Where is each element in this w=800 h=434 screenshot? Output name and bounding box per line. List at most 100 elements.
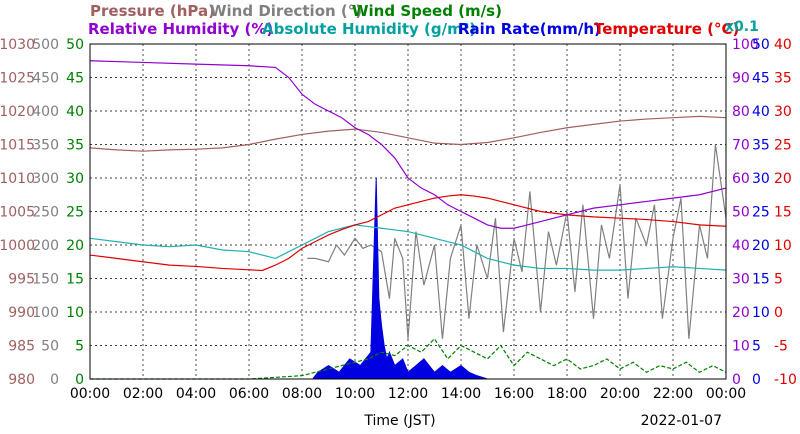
series-rain-rate-mm-h — [90, 177, 726, 380]
series-layer — [89, 60, 727, 380]
x-tick-label: 12:00 — [388, 386, 428, 402]
y-tick-label-wind-dir: 0 — [50, 372, 59, 388]
x-tick-label: 16:00 — [494, 386, 534, 402]
y-tick-label-wind-speed: 20 — [66, 238, 84, 254]
series-absolute-humidity-g-m — [89, 224, 727, 271]
x-tick-label: 18:00 — [547, 386, 587, 402]
y-tick-label-wind-speed: 35 — [66, 138, 84, 154]
grid — [90, 44, 726, 379]
y-tick-label-wind-speed: 40 — [66, 104, 84, 120]
y-tick-label-pressure: 1020 — [0, 104, 35, 120]
y-tick-label-temperature: 5 — [774, 272, 783, 288]
x-tick-label: 08:00 — [282, 386, 322, 402]
legend-rain-rate: Rain Rate(mm/h) — [458, 20, 601, 38]
x-tick-label: 20:00 — [600, 386, 640, 402]
y-tick-label-wind-dir: 100 — [32, 305, 59, 321]
y-tick-label-wind-dir: 500 — [32, 37, 59, 53]
plot-frame — [89, 43, 727, 380]
x-tick-label: 14:00 — [441, 386, 481, 402]
y-tick-label-pressure: 1000 — [0, 238, 35, 254]
y-tick-label-rel-hum: 100 — [732, 37, 759, 53]
series-temperature-c — [89, 194, 727, 272]
y-tick-label-wind-dir: 400 — [32, 104, 59, 120]
legend-wind-speed: Wind Speed (m/s) — [352, 2, 502, 20]
y-tick-label-rel-hum: 50 — [732, 205, 750, 221]
x-tick-label: 00:00 — [706, 386, 746, 402]
y-tick-label-pressure: 995 — [8, 272, 35, 288]
y-tick-label-temperature: 10 — [774, 238, 792, 254]
y-tick-label-wind-speed: 30 — [66, 171, 84, 187]
y-tick-label-pressure: 1010 — [0, 171, 35, 187]
y-tick-label-temperature: 35 — [774, 71, 792, 87]
y-tick-label-rain-rate: 35 — [752, 138, 770, 154]
y-tick-label-rel-hum: 10 — [732, 339, 750, 355]
y-tick-label-rain-rate: 10 — [752, 305, 770, 321]
y-tick-label-rel-hum: 60 — [732, 171, 750, 187]
series-pressure-hpa — [89, 115, 727, 152]
y-tick-label-pressure: 1015 — [0, 138, 35, 154]
y-tick-label-wind-speed: 45 — [66, 71, 84, 87]
y-tick-label-wind-dir: 250 — [32, 205, 59, 221]
x-tick-label: 00:00 — [70, 386, 110, 402]
y-tick-label-wind-speed: 50 — [66, 37, 84, 53]
y-tick-label-temperature: 20 — [774, 171, 792, 187]
series-wind-speed-m-s — [90, 337, 727, 380]
series-relative-humidity — [89, 60, 727, 229]
legend-absolute-humidity: Absolute Humidity (g/m³) — [262, 20, 476, 38]
y-tick-label-rel-hum: 80 — [732, 104, 750, 120]
y-tick-label-wind-dir: 50 — [41, 339, 59, 355]
x-tick-label: 06:00 — [229, 386, 269, 402]
y-tick-label-wind-speed: 25 — [66, 205, 84, 221]
y-tick-label-wind-speed: 10 — [66, 305, 84, 321]
y-tick-label-pressure: 1005 — [0, 205, 35, 221]
y-tick-label-wind-dir: 450 — [32, 71, 59, 87]
y-tick-label-wind-speed: 0 — [75, 372, 84, 388]
y-tick-label-rel-hum: 40 — [732, 238, 750, 254]
y-tick-label-wind-speed: 15 — [66, 272, 84, 288]
x-tick-label: 22:00 — [653, 386, 693, 402]
y-tick-label-pressure: 1025 — [0, 71, 35, 87]
x-axis-label: Time (JST) — [363, 413, 435, 429]
y-tick-label-rel-hum: 30 — [732, 272, 750, 288]
y-tick-label-temperature: 0 — [774, 305, 783, 321]
y-tick-label-rain-rate: 50 — [752, 37, 770, 53]
chart-date: 2022-01-07 — [641, 413, 722, 429]
y-tick-label-temperature: 40 — [774, 37, 792, 53]
legend-wind-direction: Wind Direction (°) — [210, 2, 362, 20]
legend-temperature: Temperature (°C) — [594, 20, 739, 38]
y-tick-label-rain-rate: 30 — [752, 171, 770, 187]
y-tick-label-rel-hum: 20 — [732, 305, 750, 321]
y-tick-label-pressure: 980 — [8, 372, 35, 388]
series-wind-direction — [307, 144, 727, 339]
legend-relative-humidity: Relative Humidity (%) — [88, 20, 273, 38]
y-tick-label-pressure: 990 — [8, 305, 35, 321]
y-tick-label-wind-dir: 350 — [32, 138, 59, 154]
y-tick-label-temperature: 30 — [774, 104, 792, 120]
y-tick-label-pressure: 985 — [8, 339, 35, 355]
y-tick-label-rain-rate: 40 — [752, 104, 770, 120]
y-tick-label-rain-rate: 5 — [752, 339, 761, 355]
y-tick-label-wind-dir: 200 — [32, 238, 59, 254]
x-tick-label: 02:00 — [123, 386, 163, 402]
y-tick-label-rel-hum: 70 — [732, 138, 750, 154]
axes: 9809859909951000100510101015102010251030… — [0, 37, 797, 402]
y-tick-label-temperature: -10 — [774, 372, 797, 388]
y-tick-label-wind-dir: 150 — [32, 272, 59, 288]
y-tick-label-temperature: 15 — [774, 205, 792, 221]
y-tick-label-wind-dir: 300 — [32, 171, 59, 187]
y-tick-label-rain-rate: 20 — [752, 238, 770, 254]
y-tick-label-pressure: 1030 — [0, 37, 35, 53]
x-tick-label: 10:00 — [335, 386, 375, 402]
abs-humidity-multiplier: x0.1 — [725, 19, 759, 35]
y-tick-label-rain-rate: 45 — [752, 71, 770, 87]
y-tick-label-rain-rate: 25 — [752, 205, 770, 221]
y-tick-label-wind-speed: 5 — [75, 339, 84, 355]
legend-pressure: Pressure (hPa) — [90, 2, 215, 20]
y-tick-label-rain-rate: 0 — [752, 372, 761, 388]
y-tick-label-rel-hum: 90 — [732, 71, 750, 87]
y-tick-label-rain-rate: 15 — [752, 272, 770, 288]
y-tick-label-rel-hum: 0 — [732, 372, 741, 388]
y-tick-label-temperature: -5 — [774, 339, 788, 355]
y-tick-label-temperature: 25 — [774, 138, 792, 154]
